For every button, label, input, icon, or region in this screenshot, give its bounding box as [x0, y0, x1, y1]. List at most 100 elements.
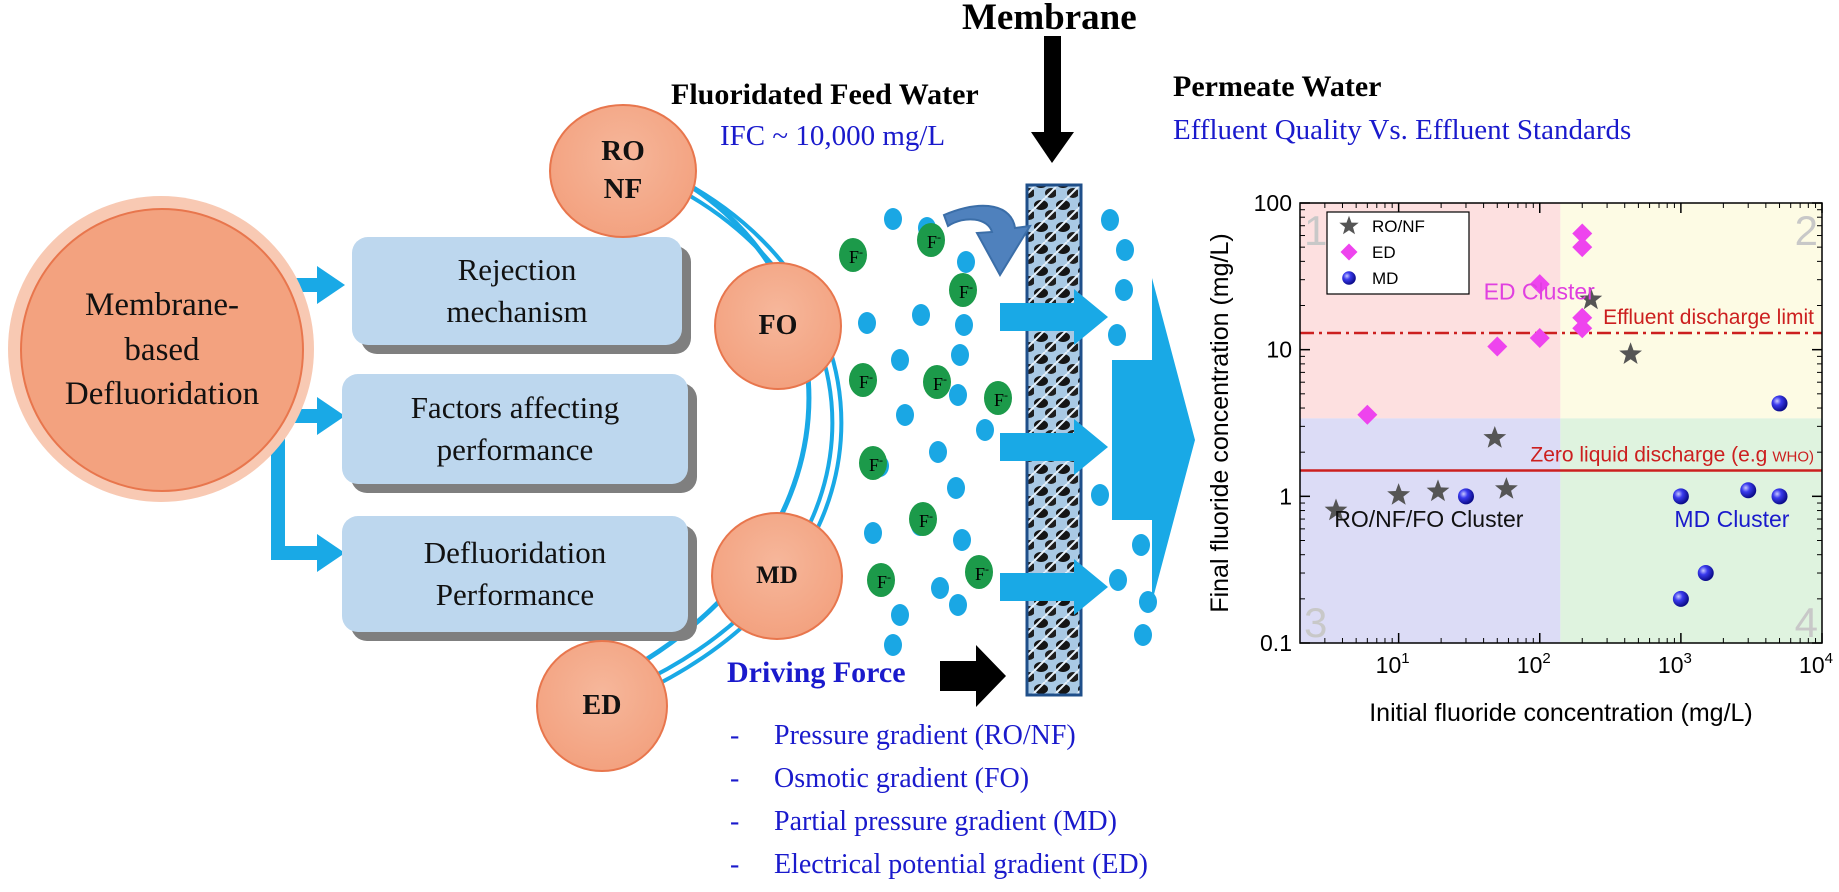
data-point-diamond [1572, 223, 1593, 244]
legend-marker [1342, 271, 1356, 285]
water-ion [896, 404, 914, 426]
cluster-annotation: ED Cluster [1484, 278, 1596, 304]
quadrant-number: 3 [1304, 599, 1327, 646]
aspect-box-rejection: Rejection mechanism [352, 237, 682, 345]
permeate-title: Permeate Water [1173, 70, 1382, 103]
aspect-box-performance: Defluoridation Performance [342, 516, 688, 632]
driving-force-item: - Partial pressure gradient (MD) [730, 806, 1117, 837]
quadrant-number: 4 [1795, 599, 1818, 646]
cluster-annotation: RO/NF/FO Cluster [1334, 506, 1523, 532]
data-point-diamond [1529, 328, 1550, 349]
fluoride-ion: F- [917, 223, 945, 257]
water-ion [1132, 534, 1150, 556]
data-point-sphere [1771, 395, 1788, 412]
driving-force-list: - Pressure gradient (RO/NF) - Osmotic grad… [730, 720, 1148, 892]
water-ion [1116, 239, 1134, 261]
data-point-star [1495, 477, 1518, 499]
water-ion [884, 208, 902, 230]
svg-text:F-: F- [869, 453, 883, 475]
driving-force-item: - Osmotic gradient (FO) [730, 763, 1030, 794]
plot-frame [1299, 202, 1823, 644]
water-ion [949, 384, 967, 406]
water-ion [912, 304, 930, 326]
data-point-sphere [1771, 488, 1788, 505]
water-ion [864, 522, 882, 544]
fluoride-ion: F- [965, 555, 993, 589]
fluoride-ion: F- [859, 446, 887, 480]
y-tick-label: 100 [1254, 190, 1292, 216]
data-point-sphere [1740, 482, 1757, 499]
svg-text:F-: F- [975, 562, 989, 584]
water-ion [1108, 324, 1126, 346]
water-ion [957, 251, 975, 273]
data-point-star [1426, 479, 1450, 502]
legend-marker [1340, 243, 1358, 261]
driving-force-title: Driving Force [727, 656, 906, 689]
driving-force-arrow [940, 645, 1006, 707]
water-ion [976, 419, 994, 441]
water-ion [884, 634, 902, 656]
quadrant-region [1300, 418, 1561, 643]
svg-text:F-: F- [849, 245, 863, 267]
ion-particles: F- F- F- F- F- F- F- F- F- F- [839, 208, 1157, 656]
water-ion [929, 441, 947, 463]
water-ion [953, 529, 971, 551]
permeation-arrows [1000, 289, 1108, 615]
data-point-star [1483, 426, 1507, 448]
svg-text:F-: F- [959, 280, 973, 302]
data-point-sphere [1697, 565, 1714, 582]
x-tick-label: 104 [1799, 650, 1833, 678]
water-ion [1115, 279, 1133, 301]
technology-ro-nf: RO NF [549, 104, 697, 238]
y-axis-label: Final fluoride concentration (mg/L) [1206, 233, 1234, 612]
legend-entry: RO/NF [1372, 217, 1425, 236]
data-point-diamond [1357, 404, 1378, 425]
membrane-title: Membrane [962, 0, 1137, 38]
quadrant-region [1560, 418, 1822, 643]
water-ion [949, 594, 967, 616]
feed-water-title: Fluoridated Feed Water [671, 78, 979, 111]
data-point-sphere [1672, 590, 1689, 607]
feed-ifc-value: IFC ~ 10,000 mg/L [720, 120, 946, 152]
fluoride-scatter-chart: 1 2 3 4 Effluent discharge limit Zero liquid … [1206, 190, 1833, 727]
rejection-curved-arrow [942, 204, 1032, 277]
water-ion [1101, 209, 1119, 231]
legend-marker [1339, 215, 1359, 235]
data-point-sphere [1672, 488, 1689, 505]
water-ion [931, 577, 949, 599]
svg-text:F-: F- [919, 509, 933, 531]
reference-line-label: Zero liquid discharge (e.g WHO) [1530, 444, 1814, 467]
data-point-star [1324, 498, 1348, 521]
quadrant-number: 1 [1304, 207, 1327, 254]
x-tick-label: 101 [1376, 650, 1410, 678]
water-ion [1091, 484, 1109, 506]
svg-text:F-: F- [859, 370, 873, 392]
technology-md: MD [711, 512, 843, 640]
data-point-diamond [1572, 237, 1593, 258]
membrane-arrow [1031, 36, 1074, 163]
data-point-diamond [1487, 336, 1508, 357]
reference-line-label: Effluent discharge limit [1603, 306, 1814, 329]
water-ion [891, 604, 909, 626]
aspect-box-factors: Factors affecting performance [342, 374, 688, 484]
svg-text:F-: F- [927, 230, 941, 252]
driving-force-item: - Pressure gradient (RO/NF) [730, 720, 1076, 751]
fluoride-ion: F- [949, 273, 977, 307]
legend-entry: MD [1372, 269, 1398, 288]
y-tick-label: 1 [1279, 483, 1292, 509]
water-ion [1134, 624, 1152, 646]
svg-text:F-: F- [877, 570, 891, 592]
water-ion [858, 312, 876, 334]
x-axis-label: Initial fluoride concentration (mg/L) [1369, 699, 1753, 727]
water-ion [1139, 591, 1157, 613]
technology-fo: FO [714, 262, 842, 390]
data-point-star [1579, 287, 1603, 310]
data-point-diamond [1572, 307, 1593, 328]
x-tick-label: 103 [1658, 650, 1692, 678]
y-tick-label: 10 [1266, 337, 1292, 363]
data-point-star [1387, 483, 1411, 505]
legend-entry: ED [1372, 243, 1396, 262]
data-point-diamond [1572, 318, 1593, 339]
x-tick-label: 102 [1517, 650, 1551, 678]
driving-force-item: - Electrical potential gradient (ED) [730, 849, 1148, 880]
